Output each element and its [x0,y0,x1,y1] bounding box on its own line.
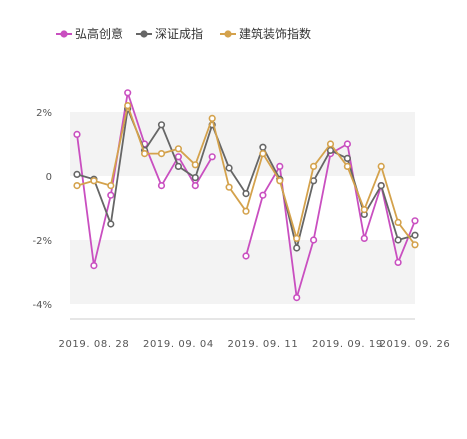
data-point [394,258,402,267]
data-point [259,150,267,158]
data-point [394,218,402,226]
data-point [276,177,284,185]
data-point [276,162,284,170]
data-point [225,164,233,172]
y-tick-label: -2% [33,236,52,247]
legend-swatch-marker-shenzhen [140,30,148,38]
data-point [259,143,267,151]
data-point [208,114,216,122]
data-point [343,140,352,148]
data-point [73,182,81,190]
data-point [157,150,166,158]
y-tick-label: 0 [46,172,52,183]
x-tick-label: 2019. 09. 19 [312,339,383,350]
data-point [157,182,166,190]
data-point [73,130,81,138]
data-point [377,182,385,190]
data-point [174,145,182,153]
data-point [174,153,182,161]
data-point [124,101,132,110]
x-tick-label: 2019. 08. 28 [58,339,129,350]
data-point [208,153,216,161]
data-point [191,161,199,169]
legend-item-construction[interactable]: 建筑装饰指数 [220,26,311,41]
x-tick-label: 2019. 09. 04 [143,339,214,350]
data-point [242,190,250,198]
y-tick-label: -4% [33,300,52,311]
grid-band-1 [70,240,415,304]
legend: 弘高创意 深证成指 建筑装饰指数 [56,26,311,41]
data-point [73,170,81,178]
data-point [259,191,267,199]
data-point [174,162,182,170]
data-point [343,154,352,162]
data-point [242,207,250,215]
data-point [411,231,419,239]
x-tick-label: 2019. 09. 26 [380,339,451,350]
data-point [310,236,318,244]
grid-band-0 [70,112,415,176]
data-point [107,220,115,228]
data-point [310,162,318,170]
data-point [225,183,233,191]
data-point [343,162,352,170]
series-2 [73,101,419,249]
data-point [411,217,419,225]
data-point [394,236,402,244]
x-axis-ticks: 2019. 08. 28 2019. 09. 04 2019. 09. 11 2019… [58,339,451,350]
x-tick-label: 2019. 09. 11 [227,339,298,350]
data-point [124,89,132,97]
y-tick-label: 2% [36,108,52,119]
grid-bands [70,112,415,304]
series-0 [73,89,419,302]
data-point [377,162,385,170]
data-point [326,140,335,148]
data-point [191,174,199,182]
legend-label-construction: 建筑装饰指数 [239,26,311,41]
data-point [157,121,166,129]
data-point [191,182,199,190]
data-point [293,234,301,242]
data-point [293,244,301,252]
series-layer [73,89,419,302]
y-axis-ticks: 2% 0 -2% -4% [33,108,52,311]
legend-label-shenzhen: 深证成指 [155,26,203,41]
data-point [411,241,419,249]
data-point [90,177,98,185]
data-point [242,252,250,260]
legend-label-hongao: 弘高创意 [75,26,123,41]
legend-swatch-marker-construction [224,30,232,38]
data-point [326,146,335,154]
data-point [360,234,368,242]
legend-item-shenzhen[interactable]: 深证成指 [136,26,203,41]
data-point [107,182,115,190]
data-point [293,294,301,302]
legend-swatch-marker-hongao [60,30,68,38]
data-point [310,177,318,185]
data-point [141,150,149,158]
data-point [360,206,368,214]
data-point [107,191,115,199]
data-point [90,262,98,270]
legend-item-hongao[interactable]: 弘高创意 [56,26,123,41]
